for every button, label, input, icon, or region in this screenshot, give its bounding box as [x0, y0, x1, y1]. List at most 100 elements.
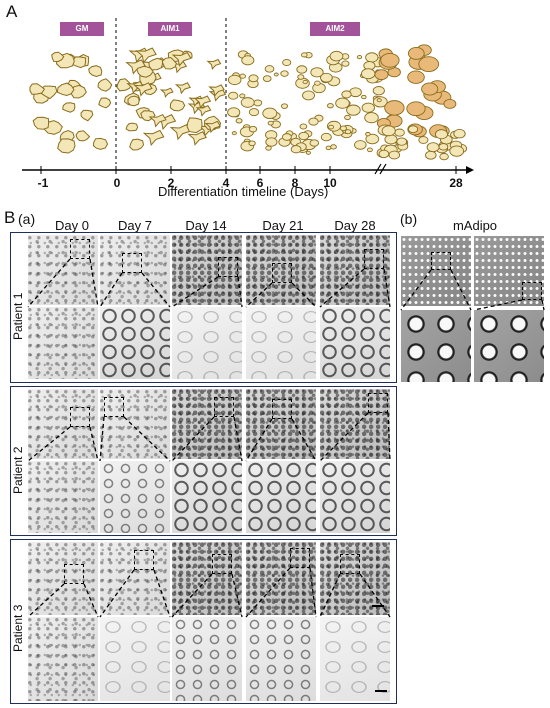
- micrograph-zoom-madipo-sample-1: [401, 310, 471, 382]
- zoom-guide-left: [171, 416, 215, 462]
- micrograph-zoom-patient-2-day-7: [100, 461, 170, 533]
- rounding-cell: [329, 50, 344, 62]
- zoom-guide-right: [123, 416, 171, 462]
- zoom-guide-right: [83, 583, 99, 618]
- micrograph-zoom-patient-1-day-21: [246, 307, 316, 379]
- rounding-cell: [280, 70, 289, 77]
- zoom-region-box: [70, 407, 90, 427]
- rounding-cell: [302, 79, 308, 85]
- micrograph-zoom-patient-2-day-28: [320, 461, 390, 533]
- zoom-region-box: [290, 548, 310, 568]
- preadipocyte-cell: [97, 78, 113, 92]
- micrograph-madipo-sample-2: [474, 236, 544, 306]
- rounding-cell: [282, 58, 292, 67]
- rounding-cell: [426, 142, 440, 153]
- tick-label-day-8: 8: [291, 176, 299, 190]
- zoom-guide-left: [245, 567, 291, 618]
- rounding-cell: [328, 124, 335, 130]
- stage-badge-gm: GM: [60, 22, 104, 36]
- zoom-region-box: [104, 397, 124, 417]
- differentiating-cell: [126, 80, 144, 94]
- differentiating-cell: [208, 84, 225, 97]
- rounding-cell: [273, 72, 279, 77]
- differentiating-cell: [206, 58, 222, 70]
- rounding-cell: [346, 104, 361, 116]
- zoom-guide-left: [319, 412, 369, 462]
- zoom-guide-right: [89, 426, 99, 462]
- micrograph-patient-1-day-28: [320, 235, 390, 305]
- micrograph-zoom-madipo-sample-2: [474, 310, 544, 382]
- differentiation-illustration: [22, 18, 474, 175]
- mature-adipocyte: [443, 98, 457, 109]
- zoom-region-box: [70, 239, 90, 259]
- tick-label-day-0: 0: [113, 176, 121, 190]
- micrograph-patient-2-day-28: [320, 389, 390, 459]
- rounding-cell: [381, 125, 396, 137]
- rounding-cell: [364, 112, 379, 124]
- zoom-guide-right: [450, 269, 472, 311]
- rounding-cell: [308, 117, 319, 126]
- zoom-guide-left: [99, 272, 123, 308]
- zoom-guide-left: [27, 583, 65, 618]
- mature-adipocyte: [407, 47, 425, 60]
- zoom-region-box: [340, 554, 360, 574]
- micrograph-patient-3-day-14: [172, 542, 242, 615]
- micrograph-zoom-patient-2-day-14: [172, 461, 242, 533]
- rounding-cell: [341, 60, 350, 67]
- rounding-cell: [297, 74, 305, 80]
- differentiating-cell: [193, 95, 212, 109]
- rounding-cell: [314, 80, 321, 86]
- zoom-guide-right: [291, 418, 317, 462]
- zoom-guide-right: [89, 258, 99, 308]
- differentiating-cell: [142, 129, 165, 146]
- rounding-cell: [320, 132, 332, 142]
- zoom-guide-left: [27, 258, 71, 308]
- rounding-cell: [344, 129, 352, 135]
- tick-label-day-10: 10: [323, 176, 337, 190]
- tick-label-day-28: 28: [449, 176, 463, 190]
- micrograph-patient-3-day-0: [28, 542, 98, 615]
- rounding-cell: [264, 65, 275, 73]
- rounding-cell: [408, 125, 419, 134]
- micrograph-patient-2-day-21: [246, 389, 316, 459]
- preadipocyte-cell: [88, 65, 103, 78]
- preadipocyte-cell: [56, 82, 75, 97]
- zoom-guide-left: [99, 569, 135, 618]
- rounding-cell: [320, 72, 333, 83]
- preadipocyte-cell: [57, 138, 76, 154]
- zoom-guide-left: [171, 276, 219, 308]
- differentiating-cell: [169, 99, 186, 112]
- rounding-cell: [262, 107, 278, 120]
- rounding-cell: [281, 133, 292, 141]
- column-header-day-7: Day 7: [118, 218, 152, 233]
- preadipocyte-cell: [80, 109, 94, 122]
- rounding-cell: [388, 150, 401, 160]
- zoom-guide-right: [141, 272, 171, 308]
- zoom-region-box: [64, 564, 84, 584]
- tick-label-day-minus-1: -1: [37, 176, 49, 190]
- zoom-region-box: [218, 257, 238, 277]
- rounding-cell: [325, 145, 332, 151]
- zoom-guide-left: [171, 573, 213, 618]
- rounding-cell: [341, 90, 352, 99]
- rounding-cell: [296, 65, 308, 74]
- mature-adipocyte: [374, 69, 389, 80]
- zoom-guide-right: [383, 268, 391, 308]
- timeline-arrowhead: [466, 166, 474, 174]
- preadipocyte-cell: [32, 116, 50, 130]
- micrograph-patient-3-day-7: [100, 542, 170, 615]
- rounding-cell: [366, 147, 373, 153]
- micrograph-zoom-patient-3-day-21: [246, 617, 316, 701]
- zoom-guide-left: [319, 268, 365, 308]
- rounding-cell: [305, 150, 311, 155]
- rounding-cell: [439, 152, 449, 161]
- micrograph-patient-2-day-0: [28, 389, 98, 459]
- differentiating-cell: [195, 105, 212, 117]
- differentiating-cell: [169, 124, 192, 141]
- differentiating-cell: [186, 117, 203, 134]
- rounding-cell: [227, 107, 241, 118]
- tick-label-day-6: 6: [256, 176, 264, 190]
- micrograph-zoom-patient-3-day-14: [172, 617, 242, 701]
- zoom-region-box: [214, 397, 234, 417]
